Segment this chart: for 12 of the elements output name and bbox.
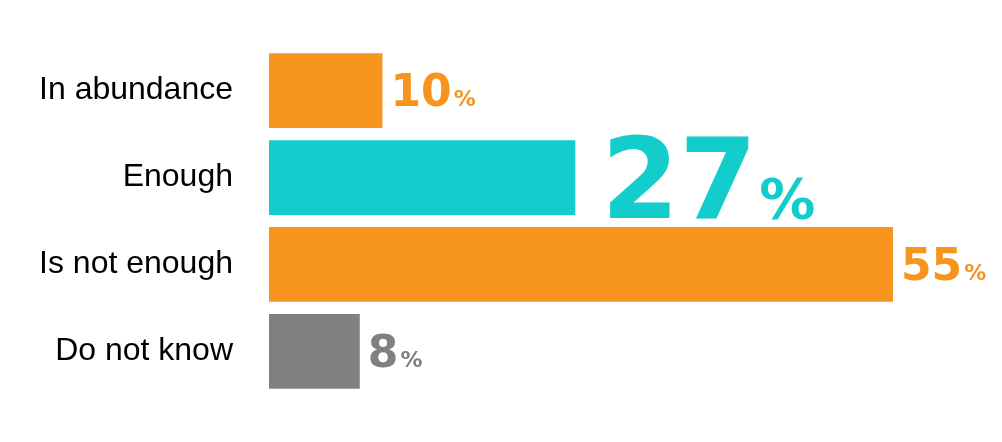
bar (269, 53, 383, 129)
y-tick-label: Is not enough (39, 244, 233, 281)
bar (269, 140, 576, 215)
y-tick-label: Do not know (55, 331, 234, 368)
data-label: 27% (601, 113, 816, 244)
data-label: 55% (901, 239, 987, 291)
bar (269, 313, 360, 389)
bar (269, 227, 893, 302)
data-label: 8% (367, 326, 423, 378)
y-tick-label: In abundance (39, 70, 233, 107)
y-tick-label: Enough (122, 157, 233, 194)
data-label: 10% (390, 65, 476, 117)
